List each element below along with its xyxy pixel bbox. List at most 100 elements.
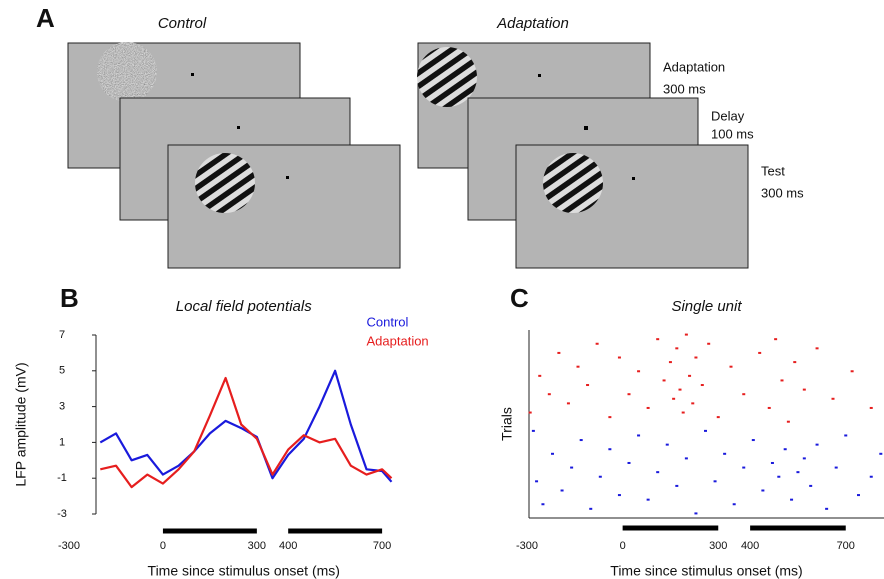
stimulus-bar xyxy=(162,528,257,534)
legend-entry: Control xyxy=(367,314,409,329)
fixation xyxy=(538,74,541,77)
x-tick-label: 700 xyxy=(373,540,391,552)
spike xyxy=(729,365,733,368)
diagram-title: Adaptation xyxy=(496,15,569,32)
fixation xyxy=(584,126,588,130)
spike xyxy=(879,452,883,455)
spike xyxy=(684,333,688,336)
panel-label: C xyxy=(510,283,529,313)
stimulus-bar xyxy=(288,528,383,534)
spike xyxy=(694,356,698,359)
spike xyxy=(586,384,590,387)
spike xyxy=(560,489,564,492)
x-tick-label: 0 xyxy=(160,540,166,552)
spike xyxy=(732,503,736,506)
phase-duration: 100 ms xyxy=(711,126,754,141)
panel-label: B xyxy=(60,283,79,313)
spike xyxy=(844,434,848,437)
spike xyxy=(678,388,682,391)
spike xyxy=(637,370,641,373)
x-tick-label: 0 xyxy=(620,540,626,552)
control-screens xyxy=(67,42,401,269)
y-tick-label: 1 xyxy=(59,436,65,448)
x-tick-label: 400 xyxy=(741,540,759,552)
spike xyxy=(566,402,570,405)
spike xyxy=(646,406,650,409)
spike xyxy=(783,448,787,451)
spike xyxy=(668,361,672,364)
spike xyxy=(857,494,860,497)
spike xyxy=(547,393,551,396)
y-tick-label: 3 xyxy=(59,401,65,413)
spike xyxy=(589,507,593,510)
lfp-line xyxy=(99,369,393,483)
spike xyxy=(850,370,854,373)
fixation xyxy=(632,177,635,180)
x-tick-label: -300 xyxy=(58,540,80,552)
spike xyxy=(688,374,692,377)
spike xyxy=(742,466,746,469)
fixation xyxy=(191,73,194,76)
stimulus-bar xyxy=(750,525,846,531)
spike xyxy=(716,416,720,419)
spike xyxy=(535,480,539,483)
spike xyxy=(723,452,727,455)
x-axis-label: Time since stimulus onset (ms) xyxy=(610,563,802,579)
spike xyxy=(570,466,574,469)
phase-duration: 300 ms xyxy=(761,185,804,200)
spike xyxy=(802,457,806,460)
spike xyxy=(761,489,765,492)
spike xyxy=(608,416,612,419)
chart-title: Local field potentials xyxy=(176,298,312,315)
spike xyxy=(551,452,554,455)
spike xyxy=(815,347,819,350)
spike xyxy=(796,471,800,474)
diagram-title: Control xyxy=(158,15,207,32)
spike xyxy=(576,365,580,368)
spike xyxy=(694,512,698,515)
spike xyxy=(681,411,685,414)
spike xyxy=(713,480,717,483)
spike xyxy=(656,471,660,474)
spike xyxy=(770,461,774,464)
spike xyxy=(627,393,631,396)
spike xyxy=(834,466,838,469)
y-tick-label: -3 xyxy=(57,508,67,520)
fixation xyxy=(286,176,289,179)
x-tick-label: 400 xyxy=(279,540,297,552)
spike xyxy=(825,507,829,510)
x-axis-label: Time since stimulus onset (ms) xyxy=(148,563,340,579)
spike xyxy=(662,379,666,382)
x-tick-label: 300 xyxy=(248,540,266,552)
spike xyxy=(809,484,813,487)
spike xyxy=(627,461,631,464)
spike xyxy=(786,420,790,423)
spike xyxy=(869,406,873,409)
spike xyxy=(691,402,695,405)
y-tick-label: 7 xyxy=(59,329,65,341)
lfp-line xyxy=(100,376,393,489)
spike xyxy=(707,342,711,345)
spike xyxy=(742,393,746,396)
phase-name: Delay xyxy=(711,108,745,123)
noise-patch xyxy=(97,42,157,102)
spike xyxy=(675,484,679,487)
fixation xyxy=(237,126,240,129)
panel-label: A xyxy=(36,3,55,33)
spike xyxy=(672,397,676,400)
spike xyxy=(665,443,669,446)
grating xyxy=(543,153,603,213)
spike xyxy=(767,406,771,409)
spike xyxy=(802,388,806,391)
spike xyxy=(758,351,762,354)
phase-duration: 300 ms xyxy=(663,81,706,96)
x-tick-label: 300 xyxy=(709,540,727,552)
spike xyxy=(608,448,612,451)
spike xyxy=(675,347,679,350)
phase-name: Adaptation xyxy=(663,59,725,74)
y-axis-label: LFP amplitude (mV) xyxy=(13,362,29,486)
spike xyxy=(751,439,755,442)
grating xyxy=(417,47,477,107)
spike xyxy=(541,503,545,506)
